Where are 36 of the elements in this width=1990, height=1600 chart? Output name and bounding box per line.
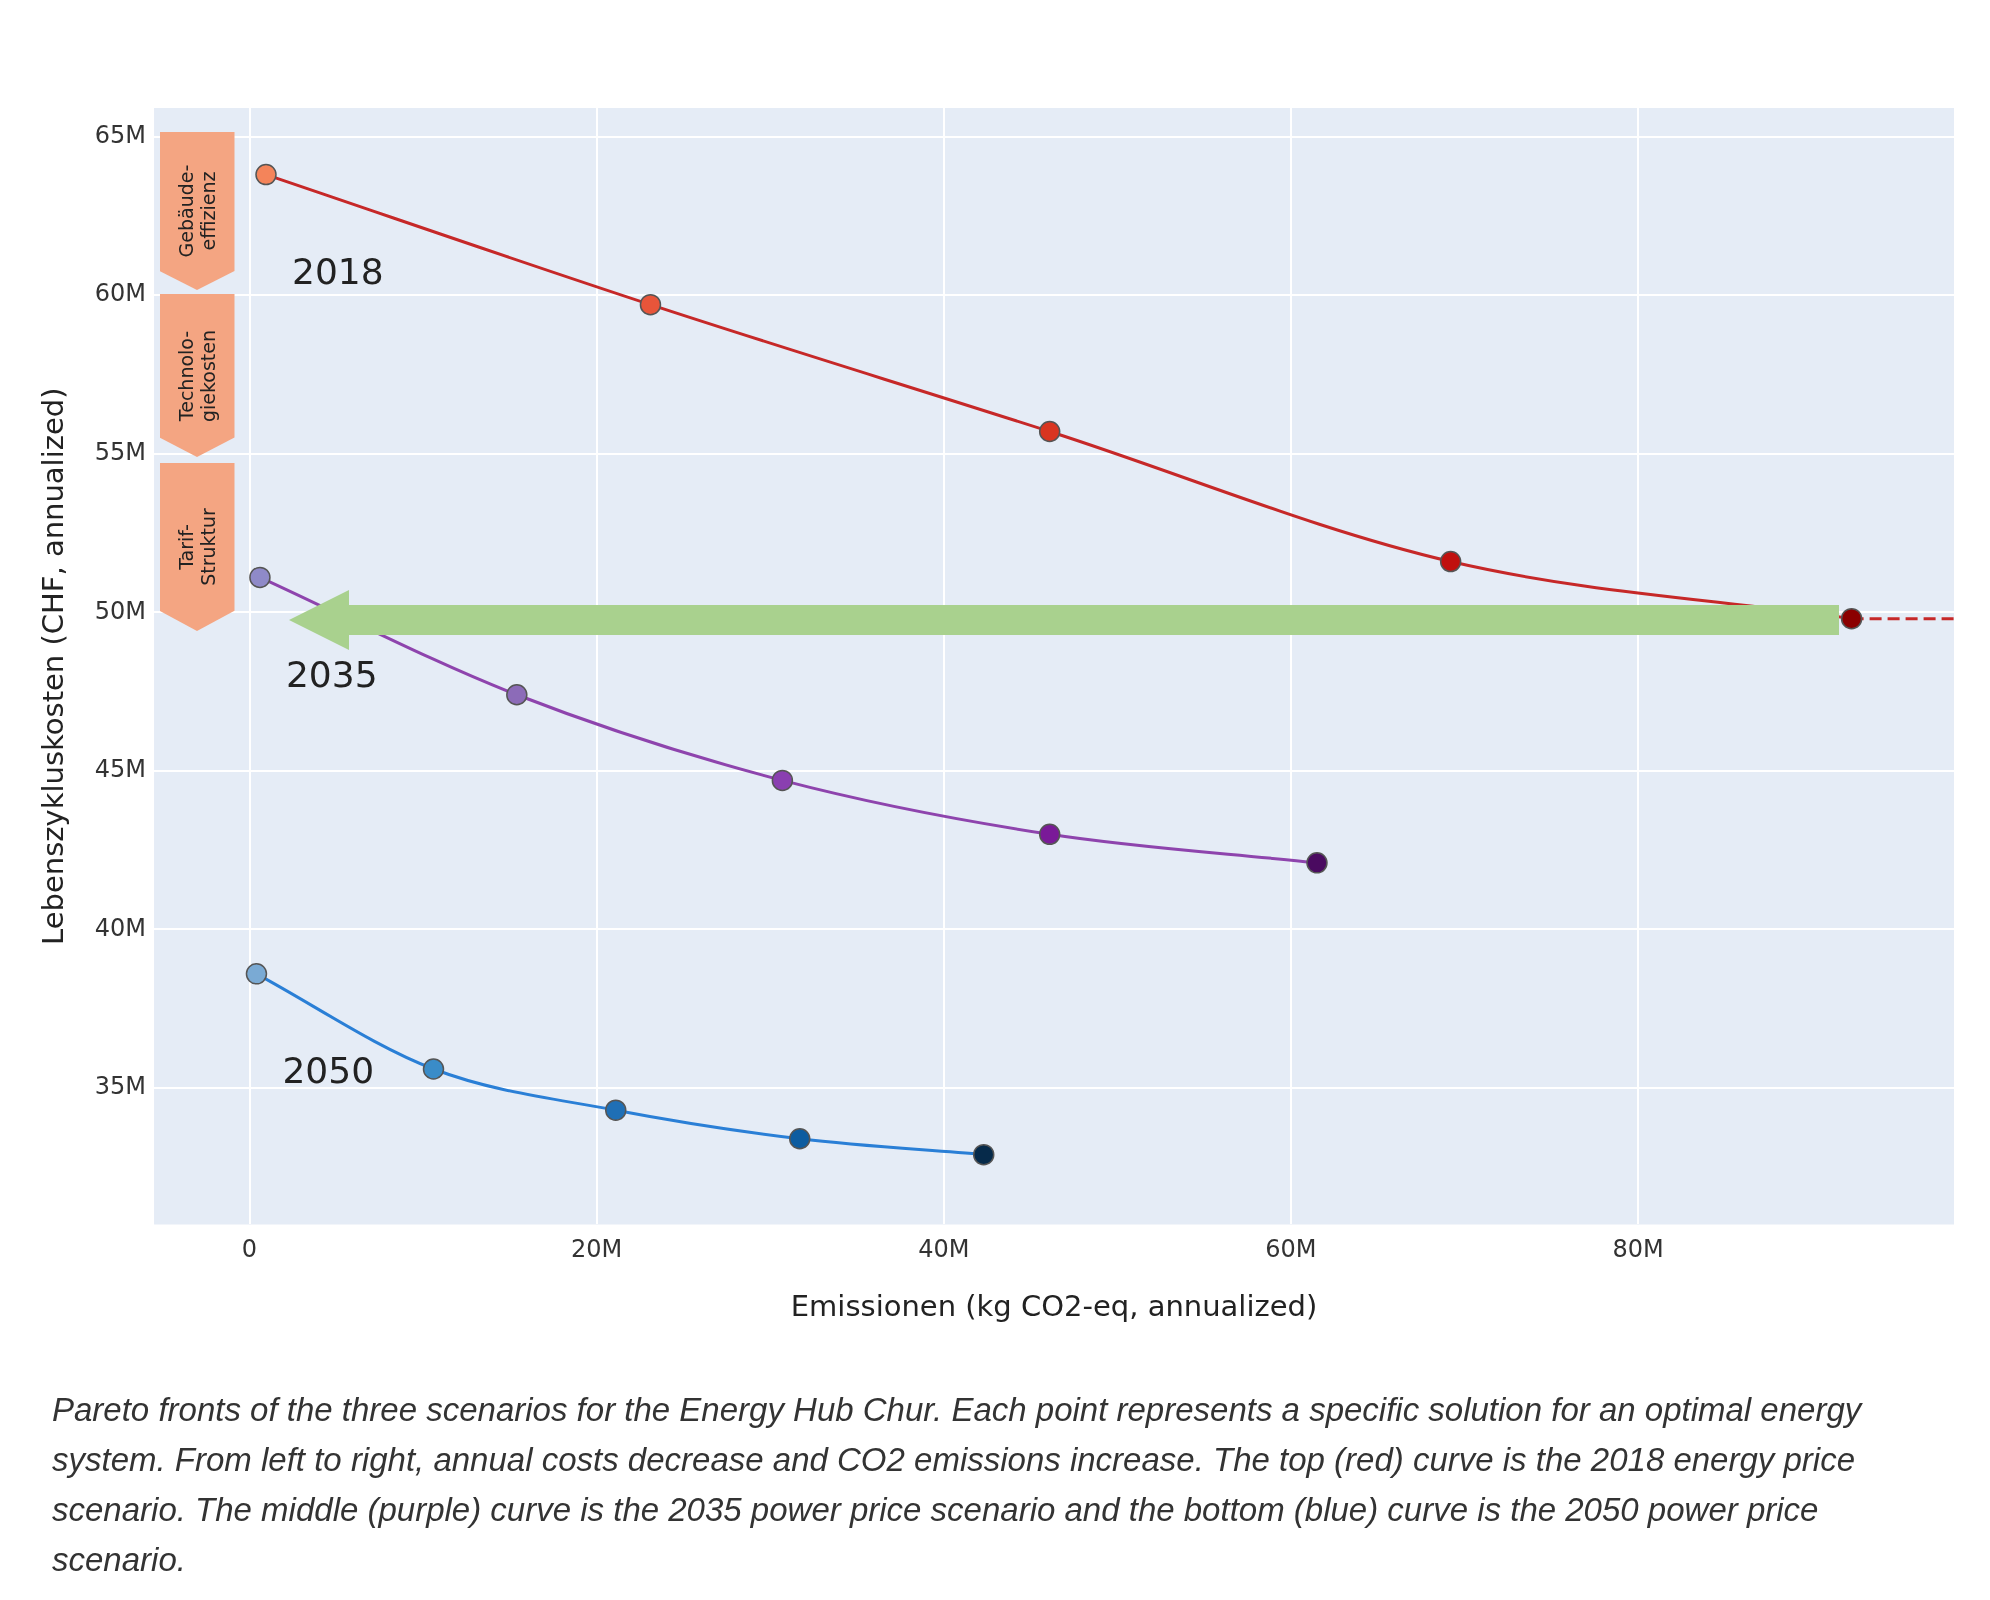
annotation: Gebäude- effizienz xyxy=(175,164,220,258)
y-axis-title: Lebenszykluskosten (CHF, annualized) xyxy=(35,387,70,945)
annotation: Tarif- Struktur xyxy=(175,508,220,586)
point xyxy=(1840,607,1863,630)
point xyxy=(245,963,268,985)
y-tick-label: 45M xyxy=(94,755,147,784)
x-tick-label: 40M xyxy=(918,1235,970,1264)
x-tick-label: 0 xyxy=(241,1235,258,1264)
point xyxy=(1439,550,1462,573)
text: Pareto fronts of the three scenarios for the Energy Hub Chur. Each point represents a specific solution for an optimal energy system. From left to right, annual costs decrease and CO2 emissions increase. The top (red) curve is the 2018 energy price scenario. The middle (purple) curve is the 2035 power price scenario and the bottom (blue) curve is the 2050 power price scenario. xyxy=(52,1390,1864,1580)
point xyxy=(972,1143,995,1166)
y-tick-label: 50M xyxy=(94,596,147,625)
point xyxy=(506,683,528,706)
point xyxy=(771,769,794,792)
series-label: 2035 xyxy=(285,653,378,695)
y-tick-label: 40M xyxy=(94,913,147,942)
annotation: Technolo- giekosten xyxy=(175,329,219,422)
point xyxy=(788,1128,811,1150)
point xyxy=(639,293,662,316)
y-tick-label: 65M xyxy=(94,120,147,149)
y-tick-label: 35M xyxy=(94,1072,147,1101)
point xyxy=(422,1058,445,1080)
point xyxy=(1038,823,1061,846)
y-tick-label: 55M xyxy=(94,437,147,466)
point xyxy=(255,163,277,186)
series-label: 2050 xyxy=(282,1050,375,1092)
x-tick-label: 20M xyxy=(571,1235,623,1264)
y-tick-label: 60M xyxy=(94,279,147,308)
series-label: 2018 xyxy=(292,250,384,292)
x-axis-title: Emissionen (kg CO2-eq, annualized) xyxy=(790,1289,1318,1324)
point xyxy=(605,1099,627,1121)
point xyxy=(249,566,271,589)
point xyxy=(1038,420,1061,443)
x-tick-label: 60M xyxy=(1265,1235,1317,1264)
x-tick-label: 80M xyxy=(1612,1235,1664,1264)
point xyxy=(1306,852,1328,874)
